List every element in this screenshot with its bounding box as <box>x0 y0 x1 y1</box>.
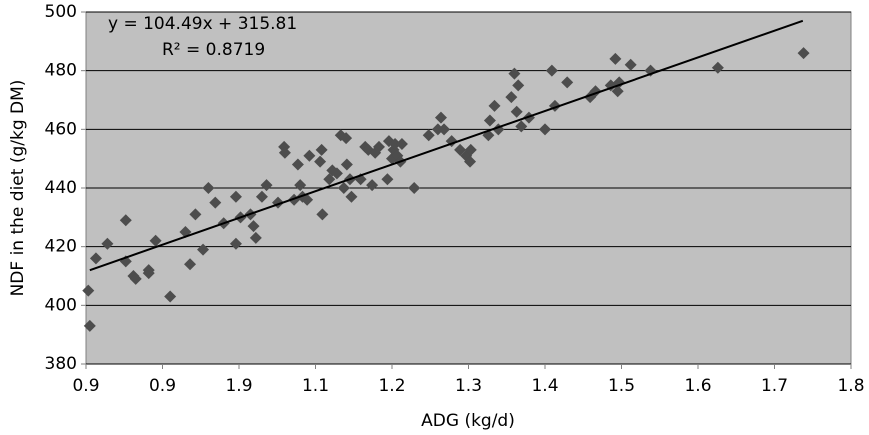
data-point <box>164 290 177 303</box>
x-tick-label: 1.4 <box>531 376 558 396</box>
data-point <box>483 114 496 127</box>
data-point <box>149 234 162 247</box>
data-point <box>197 243 210 256</box>
data-point <box>229 237 242 250</box>
data-point <box>464 155 477 168</box>
data-point <box>301 193 314 206</box>
data-point <box>247 220 260 233</box>
x-tick-label: 1.2 <box>378 376 405 396</box>
y-tick-label: 460 <box>45 119 77 139</box>
data-point <box>624 58 637 71</box>
data-point <box>189 208 202 221</box>
data-point <box>82 284 95 297</box>
x-tick-label: 1.8 <box>837 376 864 396</box>
data-point <box>389 138 402 150</box>
x-tick-label: 0.9 <box>149 376 176 396</box>
data-point <box>395 138 408 150</box>
data-point <box>797 47 810 60</box>
data-point <box>337 182 350 194</box>
data-point <box>545 64 558 77</box>
data-point <box>611 85 624 98</box>
data-point <box>408 182 421 194</box>
x-axis-title: ADG (kg/d) <box>421 411 515 431</box>
data-point <box>255 190 268 203</box>
data-point <box>119 214 132 227</box>
data-point <box>202 182 215 194</box>
data-point <box>249 231 262 244</box>
data-point <box>278 146 291 159</box>
x-tick-label: 0.9 <box>72 376 99 396</box>
r-squared: R² = 0.8719 <box>162 40 265 60</box>
data-point <box>340 132 353 145</box>
data-point <box>711 61 724 74</box>
data-point <box>129 272 142 285</box>
y-tick-label: 440 <box>45 178 77 198</box>
data-point <box>142 267 155 280</box>
data-point <box>291 158 304 171</box>
data-point <box>381 173 394 186</box>
data-point <box>89 252 102 265</box>
data-point <box>315 143 328 156</box>
data-point <box>316 208 329 221</box>
data-point <box>184 258 197 271</box>
y-tick-label: 500 <box>45 2 77 22</box>
data-point <box>303 149 316 162</box>
x-tick-label: 1.3 <box>455 376 482 396</box>
data-point <box>488 99 501 112</box>
data-point <box>505 91 518 104</box>
data-point <box>294 179 307 192</box>
y-tick-label: 480 <box>45 61 77 81</box>
data-point <box>510 105 523 118</box>
data-point <box>464 143 477 156</box>
data-point <box>314 155 327 168</box>
data-point <box>438 123 451 136</box>
data-point <box>561 76 574 89</box>
x-tick-label: 1.6 <box>684 376 711 396</box>
data-point <box>539 123 551 136</box>
data-point <box>609 52 622 65</box>
x-tick-label: 1.5 <box>608 376 635 396</box>
data-point <box>260 179 273 192</box>
data-point <box>515 120 528 133</box>
data-point <box>101 237 114 250</box>
y-axis-title: NDF in the diet (g/kg DM) <box>8 80 28 297</box>
x-tick-label: 1.7 <box>761 376 788 396</box>
data-point <box>229 190 242 203</box>
data-point <box>366 179 379 192</box>
data-point <box>434 111 447 124</box>
data-point <box>431 123 444 136</box>
y-tick-label: 420 <box>45 237 77 257</box>
data-point <box>372 140 385 153</box>
data-point <box>330 167 343 180</box>
data-point <box>345 190 358 203</box>
trendline <box>89 19 804 272</box>
data-point <box>83 319 96 332</box>
data-point <box>512 79 525 92</box>
data-point <box>508 67 521 80</box>
x-tick-label: 1.1 <box>302 376 329 396</box>
equation: y = 104.49x + 315.81 <box>108 14 297 34</box>
y-tick-label: 380 <box>45 354 77 374</box>
data-point <box>209 196 222 209</box>
x-tick-label: 1.9 <box>225 376 252 396</box>
y-tick-label: 400 <box>45 295 77 315</box>
data-point <box>340 158 353 171</box>
data-point <box>422 129 435 142</box>
